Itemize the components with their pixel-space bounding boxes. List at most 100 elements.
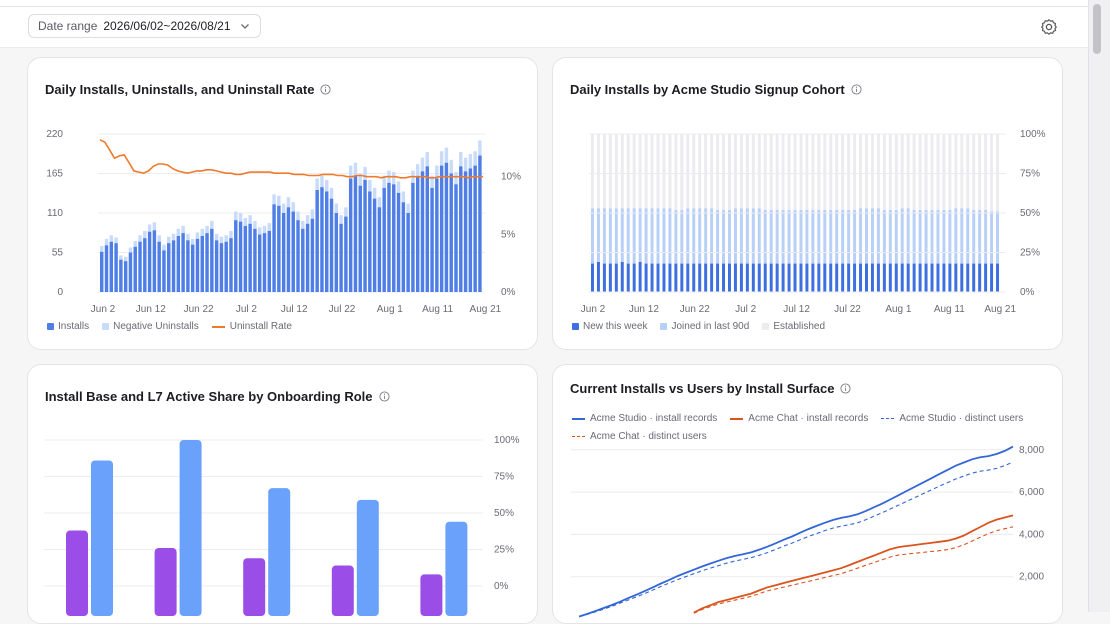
uninstall-bar	[291, 202, 295, 212]
info-icon[interactable]	[378, 391, 390, 402]
cohort-bar-segment	[805, 263, 809, 292]
role-chart: 0% 25% 50% 75% 100%	[44, 435, 520, 616]
y2-tick-label: 2,000	[1019, 572, 1044, 583]
cohort-bar-segment	[799, 209, 803, 264]
y-tick-label: 0	[57, 287, 63, 298]
scrollbar-thumb[interactable]	[1093, 4, 1101, 54]
uninstall-bar	[214, 233, 219, 241]
card-title: Install Base and L7 Active Share by Onbo…	[45, 389, 390, 404]
uninstall-bar	[167, 236, 171, 244]
install-bar	[195, 238, 200, 292]
install-bar	[348, 178, 353, 292]
cohort-bar-segment	[882, 263, 886, 292]
install-bar	[315, 190, 319, 292]
install-bar	[219, 243, 224, 292]
cohort-bar-segment	[769, 263, 773, 292]
uninstall-bar	[104, 238, 109, 246]
legend-item-uninstalls[interactable]: Negative Uninstalls	[102, 321, 199, 332]
legend-item-rate[interactable]: Uninstall Rate	[211, 321, 292, 332]
cohort-bar-segment	[787, 134, 791, 210]
installs-uninstalls-card: Daily Installs, Uninstalls, and Uninstal…	[27, 57, 538, 350]
cohort-bar-segment	[859, 263, 863, 292]
cohort-bar-segment	[763, 134, 767, 210]
y-tick-label: 0%	[1020, 287, 1035, 298]
legend-item-installs[interactable]: Installs	[47, 321, 89, 332]
uninstall-bar	[377, 197, 382, 208]
uninstall-bar	[348, 165, 353, 179]
legend-label: Acme Studio · distinct users	[899, 413, 1024, 424]
install-bar	[186, 240, 190, 292]
uninstall-bar	[396, 181, 401, 193]
cohort-bar-segment	[805, 134, 809, 210]
legend-item-new[interactable]: New this week	[572, 321, 647, 332]
surface-series-line	[578, 445, 1014, 618]
cohort-bar-segment	[638, 208, 642, 262]
uninstall-bar	[344, 207, 348, 217]
install-bar	[200, 235, 204, 292]
cohort-bar-segment	[888, 209, 892, 264]
uninstall-bar	[454, 172, 458, 185]
install-bar	[329, 198, 334, 292]
uninstall-bar	[229, 230, 233, 239]
cohort-bar-segment	[853, 134, 857, 210]
cohort-bar-segment	[811, 263, 815, 292]
legend-item-chat-users[interactable]: Acme Chat · distinct users	[572, 431, 707, 442]
uninstall-bar	[181, 225, 185, 234]
y2-tick-label: 5%	[501, 229, 516, 240]
legend-item-chat-records[interactable]: Acme Chat · install records	[730, 413, 868, 424]
card-title-text: Daily Installs, Uninstalls, and Uninstal…	[45, 82, 315, 97]
cohort-bar-segment	[722, 263, 726, 292]
cohort-bar-segment	[876, 208, 880, 264]
cohort-bar-segment	[954, 263, 958, 292]
cohort-bar-segment	[674, 209, 678, 264]
gear-icon[interactable]	[1040, 18, 1058, 36]
cohort-bar-segment	[978, 263, 982, 292]
cohort-bar-segment	[733, 134, 737, 209]
legend-line	[881, 418, 895, 419]
uninstall-bar	[473, 151, 477, 166]
cohort-bar-segment	[888, 263, 892, 292]
uninstall-bar	[372, 187, 377, 199]
cohort-bar-segment	[972, 263, 976, 292]
install-bar	[248, 223, 252, 292]
install-bar	[253, 228, 257, 292]
legend-swatch	[660, 323, 668, 330]
card-title-text: Daily Installs by Acme Studio Signup Coh…	[570, 82, 845, 97]
legend-item-studio-records[interactable]: Acme Studio · install records	[572, 413, 717, 424]
installs-chart: 0 55 110 165 220 0% 5% 10% Jun 2 Jun 12 Jun 22 Jul …	[46, 129, 521, 315]
cohort-bar-segment	[698, 134, 702, 209]
cohort-bar-segment	[668, 134, 672, 209]
x-tick-label: Jun 2	[91, 304, 116, 315]
onboarding-role-card: Install Base and L7 Active Share by Onbo…	[27, 364, 538, 624]
cohort-bar-segment	[686, 134, 690, 209]
uninstall-rate-line	[99, 139, 483, 179]
cohort-bar-segment	[632, 134, 636, 209]
install-bar	[291, 211, 295, 292]
cohort-bar-segment	[692, 134, 696, 209]
page-scrollbar[interactable]	[1088, 0, 1110, 612]
cohort-bar-segment	[739, 263, 743, 292]
install-bar	[143, 238, 147, 292]
install-bar	[181, 233, 185, 292]
legend-item-established[interactable]: Established	[762, 321, 825, 332]
uninstall-bar	[267, 223, 272, 231]
cohort-bar-segment	[865, 208, 868, 264]
uninstall-bar	[195, 232, 200, 239]
legend-item-studio-users[interactable]: Acme Studio · distinct users	[881, 413, 1023, 424]
cohort-bar-segment	[638, 134, 642, 209]
info-icon[interactable]	[320, 84, 332, 95]
install-bar	[286, 207, 291, 292]
legend-item-joined[interactable]: Joined in last 90d	[660, 321, 749, 332]
date-range-picker[interactable]: Date range 2026/06/02~2026/08/21	[28, 14, 261, 38]
install-bar	[114, 243, 118, 292]
cohort-bar-segment	[728, 263, 731, 292]
cohort-bar-segment	[894, 263, 898, 292]
install-base-bar	[420, 574, 443, 616]
active-share-bar	[356, 499, 379, 616]
install-bar	[257, 234, 262, 292]
cohort-bar-segment	[966, 134, 970, 209]
install-bar	[478, 155, 482, 292]
info-icon[interactable]	[851, 84, 862, 95]
info-icon[interactable]	[840, 383, 851, 394]
cohort-bar-segment	[596, 261, 600, 292]
